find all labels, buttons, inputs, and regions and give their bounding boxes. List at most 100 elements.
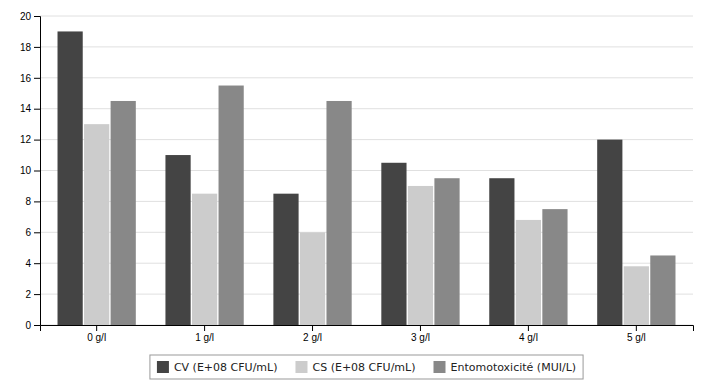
y-tick-mark [34,16,40,17]
x-tick-label: 0 g/l [87,332,106,343]
y-tick-label: 16 [20,73,32,84]
x-tick-mark [528,325,529,331]
y-tick: 2 [25,289,40,300]
legend-label: CS (E+08 CFU/mL) [312,361,415,374]
grid-line [40,232,693,233]
y-tick-mark [34,47,40,48]
y-tick: 20 [20,11,40,22]
y-tick-label: 0 [25,320,31,331]
grid-line [40,46,693,47]
y-tick-label: 2 [25,289,31,300]
y-tick-mark [34,109,40,110]
plot: 0 2 4 6 8 10 12 14 16 18 20 0 g/l 1 g/l 2 g/l 3 g/l 4 g… [20,11,694,343]
y-tick-label: 10 [20,165,32,176]
legend-label: Entomotoxicité (MUI/L) [451,361,577,374]
bar [84,124,109,325]
grid-line [40,108,693,109]
x-tick-mark [204,325,205,331]
legend-swatch [295,361,307,373]
grid-line [40,77,693,78]
grid-line [40,170,693,171]
bar [624,266,649,325]
x-tick: 2 g/l [303,325,322,343]
bar [165,155,190,325]
bar [408,186,433,325]
y-tick-mark [34,232,40,233]
bar [489,178,514,325]
y-tick: 14 [20,103,40,114]
x-tick: 0 g/l [87,325,106,343]
y-tick-mark [34,325,40,326]
bars [58,31,676,325]
bar [58,31,83,325]
legend: CV (E+08 CFU/mL) CS (E+08 CFU/mL) Entomoto… [150,355,583,379]
bar [516,220,541,325]
y-tick: 4 [25,258,40,269]
bar [192,194,217,325]
y-tick: 18 [20,42,40,53]
y-tick-mark [34,201,40,202]
x-tick-label: 4 g/l [519,332,538,343]
grid-line [40,263,693,264]
chart: 0 2 4 6 8 10 12 14 16 18 20 0 g/l 1 g/l 2 g/l 3 g/l 4 g… [0,0,713,389]
x-tick-label: 3 g/l [411,332,430,343]
y-axis: 0 2 4 6 8 10 12 14 16 18 20 [20,11,41,331]
legend-item: Entomotoxicité (MUI/L) [434,361,577,374]
x-tick-label: 1 g/l [195,332,214,343]
x-tick-mark [312,325,313,331]
x-axis: 0 g/l 1 g/l 2 g/l 3 g/l 4 g/l 5 g/l [41,325,694,343]
x-tick-mark [96,325,97,331]
grid-line [40,294,693,295]
y-tick-label: 12 [20,134,32,145]
legend-swatch [434,361,446,373]
y-tick: 8 [25,196,40,207]
x-tick-label: 2 g/l [303,332,322,343]
x-tick: 3 g/l [411,325,430,343]
y-tick: 0 [25,320,40,331]
y-tick-label: 8 [25,196,31,207]
y-axis-line [34,17,41,326]
y-tick-mark [34,263,40,264]
bar [111,101,136,325]
bar [542,209,567,325]
y-tick: 12 [20,134,40,145]
y-tick-mark [34,294,40,295]
x-tick-mark [636,325,637,331]
bar [650,255,675,325]
bar [434,178,459,325]
bar [273,194,298,325]
bar [381,163,406,325]
grid-line [40,201,693,202]
y-tick: 16 [20,73,40,84]
bar [219,86,244,325]
legend-label: CV (E+08 CFU/mL) [174,361,278,374]
legend-frame [150,355,583,379]
y-tick-label: 6 [25,227,31,238]
y-tick-label: 20 [20,11,32,22]
grid-line [40,139,693,140]
bar-series [84,124,649,325]
bar [300,232,325,325]
y-tick-mark [34,171,40,172]
x-tick: 1 g/l [195,325,214,343]
legend-item: CS (E+08 CFU/mL) [295,361,415,374]
legend-item: CV (E+08 CFU/mL) [157,361,278,374]
y-tick-label: 14 [20,103,32,114]
bar [326,101,351,325]
x-axis-line [41,326,694,332]
x-tick-mark [420,325,421,331]
y-tick: 6 [25,227,40,238]
x-tick: 4 g/l [519,325,538,343]
x-tick: 5 g/l [627,325,646,343]
x-tick-label: 5 g/l [627,332,646,343]
y-tick-mark [34,140,40,141]
y-tick-mark [34,78,40,79]
y-tick-label: 18 [20,42,32,53]
bar-series [111,86,676,325]
legend-swatch [157,361,169,373]
y-tick: 10 [20,165,40,176]
grid-line [40,16,693,17]
bar [597,140,622,325]
bar-series [58,31,623,325]
grid [40,16,693,325]
